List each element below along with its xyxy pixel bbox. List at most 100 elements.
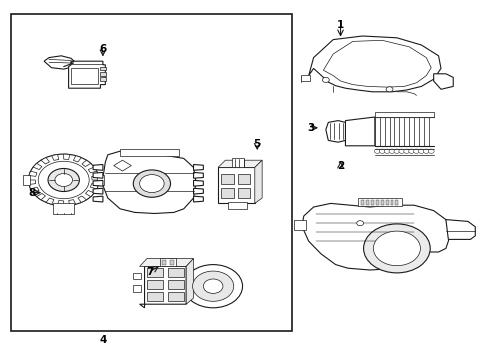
Circle shape bbox=[364, 224, 430, 273]
Polygon shape bbox=[30, 187, 39, 193]
Circle shape bbox=[418, 149, 424, 153]
Circle shape bbox=[386, 87, 393, 92]
Circle shape bbox=[399, 149, 405, 153]
Polygon shape bbox=[194, 188, 203, 194]
Text: 1: 1 bbox=[337, 20, 344, 30]
Polygon shape bbox=[309, 36, 441, 92]
Polygon shape bbox=[446, 220, 475, 239]
Bar bbox=[371, 200, 374, 205]
Bar bbox=[375, 112, 434, 117]
Circle shape bbox=[133, 170, 171, 197]
Text: 7: 7 bbox=[146, 267, 153, 277]
Bar bbox=[221, 174, 234, 184]
Polygon shape bbox=[69, 200, 76, 206]
Polygon shape bbox=[64, 154, 70, 159]
Circle shape bbox=[48, 168, 79, 192]
Circle shape bbox=[389, 149, 395, 153]
Circle shape bbox=[428, 149, 434, 153]
Text: 8: 8 bbox=[28, 188, 35, 198]
Bar bbox=[168, 292, 184, 301]
Polygon shape bbox=[93, 172, 103, 178]
Circle shape bbox=[409, 149, 415, 153]
Polygon shape bbox=[326, 121, 345, 142]
Polygon shape bbox=[93, 188, 103, 194]
Bar bbox=[147, 268, 163, 277]
Bar bbox=[53, 203, 74, 214]
Circle shape bbox=[184, 265, 243, 308]
Circle shape bbox=[423, 149, 429, 153]
Bar bbox=[376, 200, 379, 205]
Bar bbox=[228, 202, 247, 209]
Text: 5: 5 bbox=[254, 139, 261, 149]
Polygon shape bbox=[114, 160, 131, 171]
Circle shape bbox=[404, 149, 410, 153]
Text: 4: 4 bbox=[99, 335, 107, 345]
Polygon shape bbox=[37, 193, 46, 200]
Bar bbox=[170, 260, 174, 265]
Circle shape bbox=[55, 174, 73, 186]
Text: 3: 3 bbox=[308, 123, 315, 133]
Polygon shape bbox=[46, 198, 54, 204]
Polygon shape bbox=[69, 61, 105, 88]
Polygon shape bbox=[301, 203, 451, 270]
Bar bbox=[232, 158, 244, 167]
Polygon shape bbox=[92, 175, 99, 180]
Circle shape bbox=[374, 149, 380, 153]
Polygon shape bbox=[140, 266, 186, 308]
Polygon shape bbox=[74, 156, 81, 162]
Circle shape bbox=[373, 231, 420, 266]
Circle shape bbox=[203, 279, 223, 293]
Bar bbox=[391, 200, 393, 205]
Circle shape bbox=[379, 149, 385, 153]
Bar bbox=[160, 258, 176, 266]
Bar bbox=[238, 188, 250, 198]
Polygon shape bbox=[78, 196, 86, 202]
Text: 6: 6 bbox=[99, 44, 106, 54]
Bar bbox=[366, 200, 369, 205]
Circle shape bbox=[193, 271, 234, 301]
Circle shape bbox=[38, 161, 89, 199]
Bar bbox=[358, 198, 402, 206]
Bar bbox=[168, 268, 184, 277]
Bar bbox=[238, 174, 250, 184]
Polygon shape bbox=[345, 117, 375, 146]
Circle shape bbox=[140, 175, 164, 193]
Bar bbox=[23, 175, 30, 185]
Bar bbox=[395, 200, 398, 205]
Bar bbox=[162, 260, 166, 265]
Polygon shape bbox=[323, 40, 431, 87]
Polygon shape bbox=[88, 167, 97, 173]
Bar bbox=[100, 67, 106, 70]
Bar bbox=[11, 14, 292, 331]
Polygon shape bbox=[28, 180, 36, 185]
Polygon shape bbox=[194, 196, 203, 202]
Polygon shape bbox=[44, 56, 76, 69]
Bar bbox=[361, 200, 364, 205]
Polygon shape bbox=[51, 154, 59, 160]
Circle shape bbox=[394, 149, 400, 153]
Polygon shape bbox=[57, 201, 64, 206]
Polygon shape bbox=[218, 160, 262, 167]
Bar bbox=[218, 167, 255, 203]
Polygon shape bbox=[41, 158, 49, 164]
Polygon shape bbox=[140, 258, 194, 266]
Polygon shape bbox=[434, 74, 453, 89]
Bar bbox=[294, 220, 306, 230]
Bar bbox=[133, 273, 141, 279]
Bar bbox=[71, 68, 98, 84]
Polygon shape bbox=[85, 190, 94, 197]
Bar bbox=[100, 77, 106, 81]
Polygon shape bbox=[194, 180, 203, 186]
Polygon shape bbox=[194, 172, 203, 178]
Bar bbox=[168, 280, 184, 289]
Polygon shape bbox=[93, 165, 103, 170]
Polygon shape bbox=[93, 196, 103, 202]
Text: 2: 2 bbox=[337, 161, 344, 171]
Polygon shape bbox=[103, 151, 196, 213]
Bar bbox=[133, 285, 141, 292]
Bar bbox=[301, 75, 310, 81]
Bar bbox=[386, 200, 389, 205]
Circle shape bbox=[384, 149, 390, 153]
Polygon shape bbox=[255, 160, 262, 203]
Polygon shape bbox=[186, 258, 194, 304]
